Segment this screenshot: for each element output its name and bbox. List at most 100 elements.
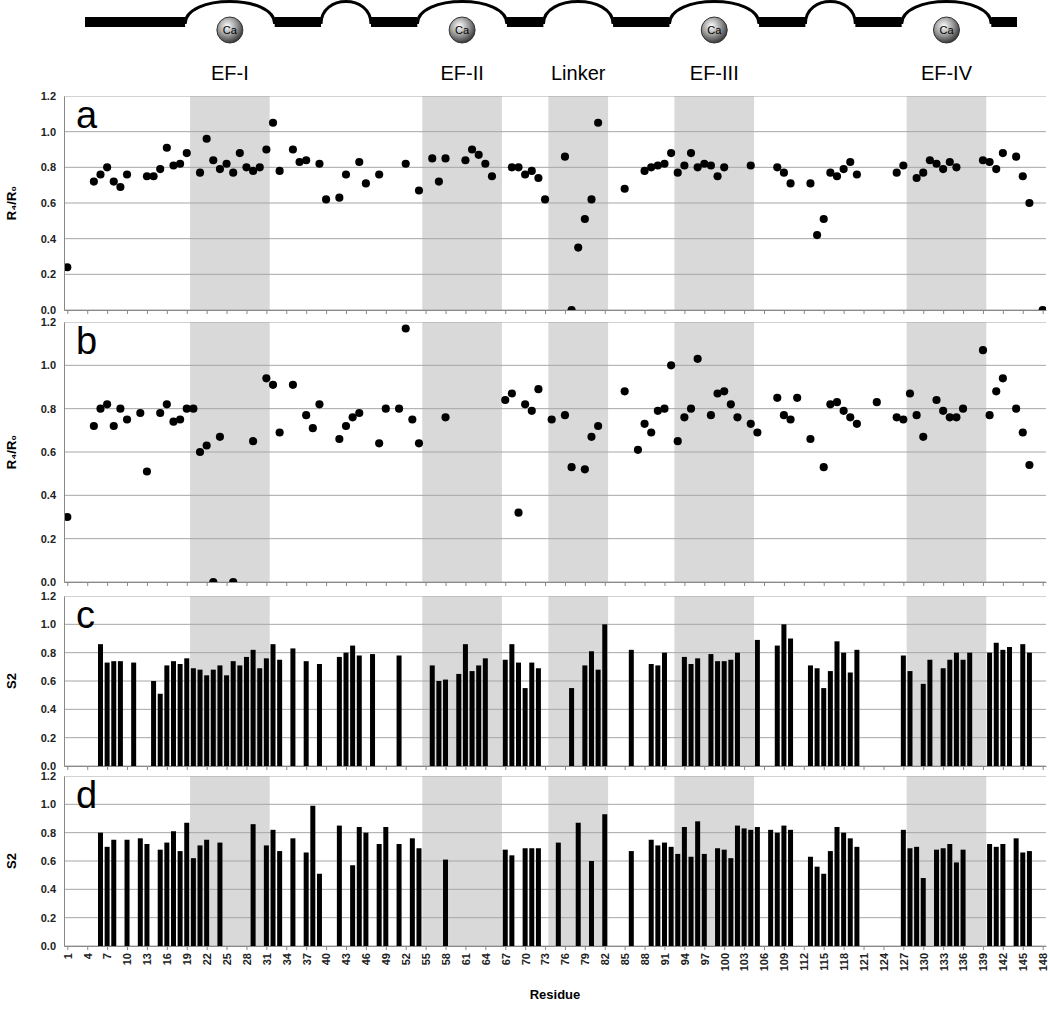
bar xyxy=(516,663,521,766)
data-point xyxy=(103,163,111,171)
x-tick-mark xyxy=(684,582,685,586)
bar xyxy=(184,823,189,946)
x-tick-mark xyxy=(903,946,904,950)
bar xyxy=(523,848,528,946)
x-tick: 139 xyxy=(977,946,989,971)
bar xyxy=(755,640,760,766)
data-point xyxy=(468,145,476,153)
x-axis-line xyxy=(65,310,1047,311)
bar xyxy=(576,823,581,946)
data-point xyxy=(402,324,410,332)
data-point xyxy=(216,165,224,173)
x-tick-label: 88 xyxy=(639,953,651,965)
x-tick-mark xyxy=(465,946,466,950)
bar xyxy=(217,843,222,946)
bar xyxy=(363,833,368,946)
x-tick-mark xyxy=(266,310,267,314)
x-tick xyxy=(147,582,148,586)
data-point xyxy=(913,411,921,419)
x-tick xyxy=(167,582,168,586)
x-tick-mark xyxy=(943,310,944,314)
grid-line xyxy=(64,804,1046,805)
x-tick-mark xyxy=(923,310,924,314)
data-point xyxy=(786,179,794,187)
bar xyxy=(277,851,282,946)
x-tick: 16 xyxy=(161,946,173,965)
x-tick xyxy=(923,582,924,586)
bar xyxy=(377,844,382,946)
data-point xyxy=(116,405,124,413)
data-point xyxy=(634,446,642,454)
x-tick-mark xyxy=(1023,946,1024,950)
bar xyxy=(662,653,667,766)
bar xyxy=(509,644,514,766)
bar xyxy=(277,660,282,766)
x-tick xyxy=(784,766,785,770)
bar xyxy=(629,650,634,766)
x-tick: 31 xyxy=(261,946,273,965)
data-point xyxy=(707,161,715,169)
bar xyxy=(178,664,183,766)
x-tick xyxy=(864,766,865,770)
x-tick-mark xyxy=(1043,946,1044,950)
x-tick-label: 133 xyxy=(938,953,950,971)
data-point xyxy=(753,428,761,436)
data-point xyxy=(979,346,987,354)
x-tick xyxy=(107,582,108,586)
x-tick-mark xyxy=(684,766,685,770)
x-axis-line xyxy=(65,582,1047,583)
x-tick-mark xyxy=(943,766,944,770)
data-point xyxy=(541,195,549,203)
x-tick xyxy=(505,582,506,586)
bar xyxy=(158,694,163,766)
data-point xyxy=(156,409,164,417)
x-tick-mark xyxy=(167,766,168,770)
data-point xyxy=(568,463,576,471)
x-tick-label: 121 xyxy=(858,953,870,971)
x-tick xyxy=(346,310,347,314)
data-point xyxy=(952,163,960,171)
data-point xyxy=(342,170,350,178)
x-tick-label: 4 xyxy=(82,952,94,959)
x-tick xyxy=(605,310,606,314)
x-tick-label: 46 xyxy=(360,953,372,965)
plot-area xyxy=(64,776,1046,946)
data-point xyxy=(919,433,927,441)
y-tick-label: 1.2 xyxy=(41,770,56,782)
bar xyxy=(105,663,110,766)
x-tick-mark xyxy=(246,946,247,950)
data-point xyxy=(939,407,947,415)
x-tick xyxy=(645,310,646,314)
x-tick xyxy=(764,766,765,770)
y-tick-label: 0.2 xyxy=(41,732,56,744)
ion-label: Ca xyxy=(455,24,470,36)
x-tick-mark xyxy=(963,766,964,770)
data-point xyxy=(501,396,509,404)
data-point xyxy=(840,407,848,415)
x-tick-label: 22 xyxy=(201,953,213,965)
x-tick-label: 100 xyxy=(719,953,731,971)
data-point xyxy=(587,195,595,203)
grid-line xyxy=(64,408,1046,409)
x-tick-mark xyxy=(426,766,427,770)
data-point xyxy=(222,160,230,168)
data-point xyxy=(999,149,1007,157)
x-tick-label: 7 xyxy=(101,953,113,959)
x-tick: 127 xyxy=(898,946,910,971)
x-tick-mark xyxy=(664,946,665,950)
x-tick-mark xyxy=(446,766,447,770)
bar xyxy=(1020,853,1025,947)
x-tick-mark xyxy=(386,766,387,770)
x-tick-label: 130 xyxy=(918,953,930,971)
x-tick: 109 xyxy=(778,946,790,971)
x-tick-mark xyxy=(983,946,984,950)
bar xyxy=(841,653,846,766)
data-point xyxy=(441,154,449,162)
x-tick-label: 76 xyxy=(559,953,571,965)
x-tick-mark xyxy=(227,766,228,770)
x-tick xyxy=(664,310,665,314)
x-tick-label: 148 xyxy=(1037,953,1049,971)
grid-line xyxy=(64,96,1046,97)
ion-circle xyxy=(217,17,243,43)
x-tick xyxy=(903,582,904,586)
